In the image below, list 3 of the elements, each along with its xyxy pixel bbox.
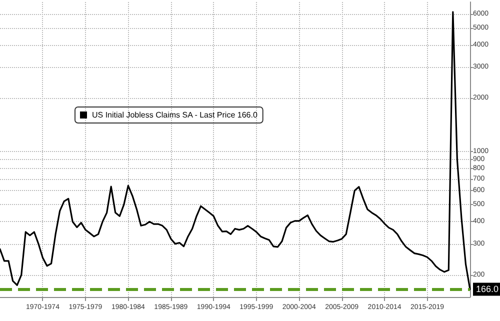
legend-label: US Initial Jobless Claims SA - Last Price 166.0 xyxy=(92,110,258,120)
ref-line-label: 166.0 xyxy=(476,284,499,294)
line-series xyxy=(0,11,471,290)
